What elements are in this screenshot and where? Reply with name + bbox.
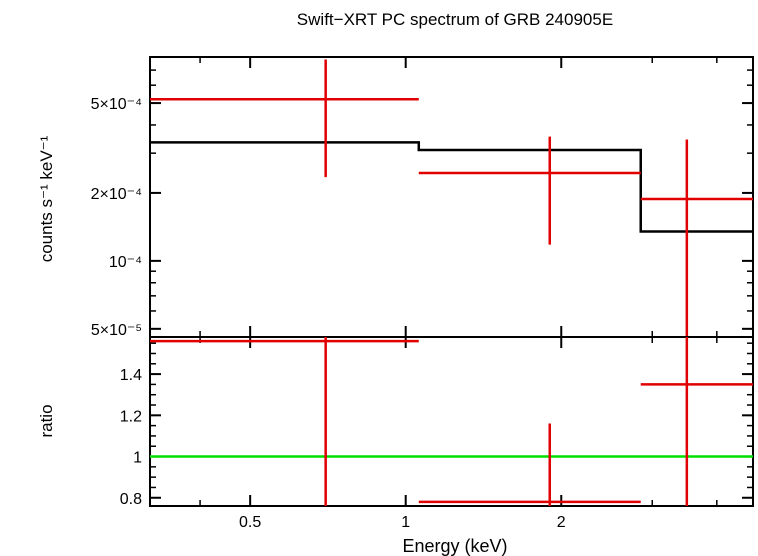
ratio-frame bbox=[149, 336, 754, 507]
chart-title: Swift−XRT PC spectrum of GRB 240905E bbox=[297, 10, 613, 29]
x-tick-label: 2 bbox=[557, 514, 566, 531]
x-axis-label: Energy (keV) bbox=[402, 536, 507, 556]
x-tick-label: 1 bbox=[401, 514, 410, 531]
spectrum-y-tick-label: 5×10⁻⁵ bbox=[91, 322, 142, 339]
ratio-y-axis-label: ratio bbox=[37, 404, 56, 437]
model-step-line bbox=[150, 141, 753, 233]
ratio-y-tick-label: 1.2 bbox=[120, 408, 142, 425]
ratio-y-tick-label: 1 bbox=[133, 450, 142, 467]
x-tick-label: 0.5 bbox=[239, 514, 261, 531]
spectrum-y-tick-label: 5×10⁻⁴ bbox=[91, 96, 142, 113]
ratio-y-tick-label: 0.8 bbox=[120, 491, 142, 508]
spectrum-y-axis-label: counts s⁻¹ keV⁻¹ bbox=[37, 135, 56, 262]
ratio-y-tick-label: 1.4 bbox=[120, 367, 142, 384]
ratio-panel: 0.8 1 1.2 1.4 0.5 1 2 bbox=[120, 336, 754, 531]
spectrum-panel: 5×10⁻⁴ 2×10⁻⁴ 10⁻⁴ 5×10⁻⁵ bbox=[91, 56, 754, 339]
spectrum-y-tick-label: 2×10⁻⁴ bbox=[91, 186, 142, 203]
spectrum-y-tick-label: 10⁻⁴ bbox=[109, 254, 142, 271]
